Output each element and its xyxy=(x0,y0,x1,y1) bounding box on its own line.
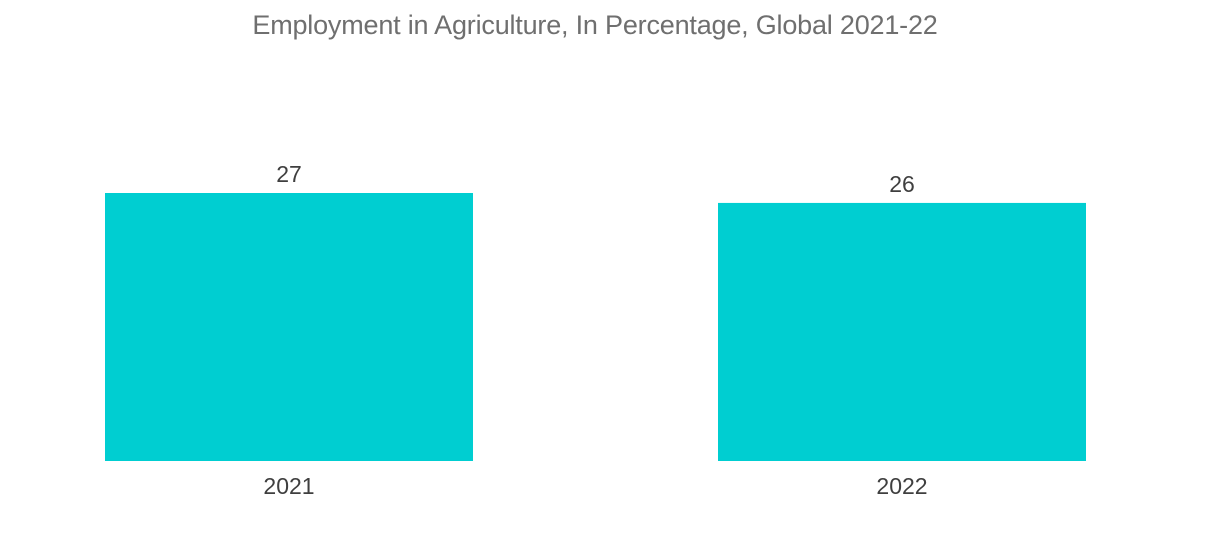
x-tick-label-2021: 2021 xyxy=(263,473,314,499)
chart-title: Employment in Agriculture, In Percentage… xyxy=(252,10,938,40)
bar-2022 xyxy=(718,202,1086,462)
labels-layer: 27 2021 26 2022 xyxy=(263,161,927,499)
bar-2021 xyxy=(105,193,473,461)
data-label-2021: 27 xyxy=(276,161,302,187)
x-tick-label-2022: 2022 xyxy=(876,473,927,499)
bars-layer xyxy=(105,193,1086,462)
data-label-2022: 26 xyxy=(889,171,915,197)
